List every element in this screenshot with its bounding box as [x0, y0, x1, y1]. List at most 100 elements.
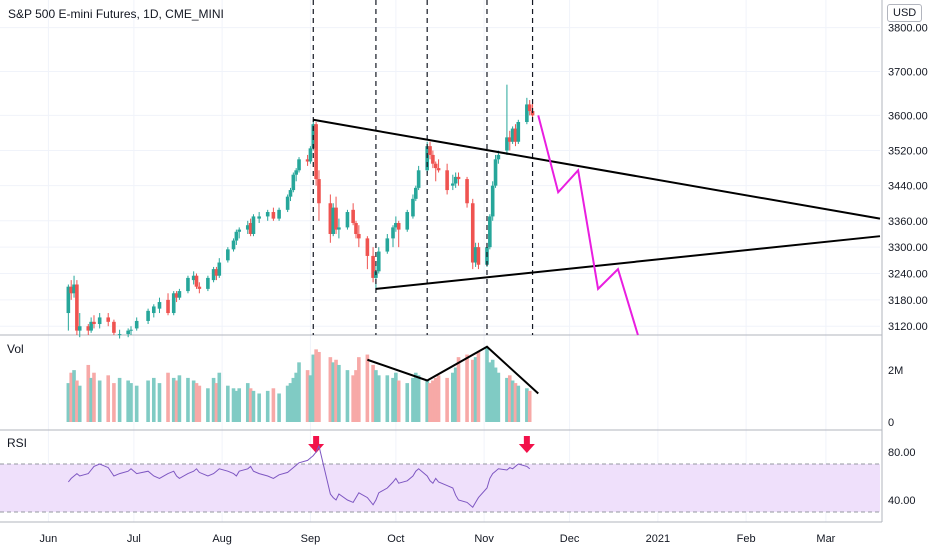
volume-bar — [271, 388, 276, 422]
volume-bar — [328, 357, 333, 422]
candle-body — [428, 146, 432, 155]
candle-body — [237, 229, 242, 232]
volume-bar — [245, 383, 250, 422]
time-tick-label: Sep — [301, 533, 321, 545]
volume-bar — [69, 372, 73, 422]
volume-bar — [394, 372, 398, 422]
volume-bar — [151, 377, 156, 422]
candle-body — [456, 176, 461, 180]
candle-body — [416, 170, 421, 188]
volume-bar — [371, 364, 375, 422]
volume-bar — [436, 375, 441, 422]
candle-body — [337, 227, 341, 230]
volume-bar — [433, 377, 438, 422]
time-tick-label: Aug — [212, 533, 232, 545]
candle-body — [288, 190, 293, 197]
volume-bar — [277, 393, 281, 422]
candle-body — [507, 137, 512, 142]
volume-bar — [237, 388, 242, 422]
price-tick-label: 3120.00 — [888, 321, 928, 333]
volume-bar — [174, 380, 179, 422]
candle-body — [351, 209, 355, 224]
volume-bar — [214, 383, 219, 422]
candle-body — [405, 212, 410, 230]
volume-bar — [374, 370, 378, 422]
currency-badge[interactable]: USD — [887, 4, 923, 22]
volume-tick-label: 2M — [888, 365, 903, 377]
candle-body — [97, 317, 102, 325]
price-tick-label: 3300.00 — [888, 242, 928, 254]
volume-bar — [66, 383, 71, 422]
volume-bar — [337, 364, 341, 422]
price-tick-label: 3240.00 — [888, 269, 928, 281]
volume-bar — [291, 377, 296, 422]
volume-bar — [294, 372, 298, 422]
candle-body — [297, 159, 301, 171]
candle-body — [334, 207, 338, 230]
candle-body — [146, 310, 150, 321]
volume-bar — [197, 385, 202, 422]
candle-body — [294, 170, 298, 175]
time-tick-label: Nov — [474, 533, 494, 545]
time-axis[interactable]: Jun Jul Aug Sep Oct Nov Dec 2021 Feb Mar — [40, 533, 836, 545]
volume-bar — [473, 357, 478, 422]
candle-body — [291, 174, 296, 191]
volume-bar — [106, 375, 111, 422]
candle-body — [157, 302, 162, 309]
candle-body — [245, 225, 250, 230]
candle-body — [345, 212, 350, 228]
volume-bar — [354, 370, 358, 422]
candle-body — [488, 216, 492, 248]
rsi-tick-label: 40.00 — [888, 495, 916, 507]
price-tick-label: 3360.00 — [888, 216, 928, 228]
candle-body — [451, 183, 455, 186]
volume-bar — [357, 357, 361, 422]
volume-bar — [391, 377, 395, 422]
volume-bar — [505, 377, 509, 422]
volume-bar — [451, 372, 455, 422]
volume-bar — [308, 375, 313, 422]
price-axis[interactable]: 3800.00 3700.00 3600.00 3520.00 3440.00 3360.… — [888, 23, 928, 507]
volume-bar — [334, 359, 338, 422]
candle-body — [211, 269, 216, 281]
rsi-line-group — [67, 444, 531, 508]
triangle-upper-line — [313, 118, 881, 220]
candle-body — [214, 269, 219, 276]
volume-bar — [257, 393, 261, 422]
projection-path — [537, 115, 639, 336]
time-tick-label: Jun — [40, 533, 58, 545]
price-tick-label: 3800.00 — [888, 23, 928, 35]
volume-bar — [385, 375, 390, 422]
volume-bar — [476, 351, 481, 422]
volume-bar — [428, 383, 432, 422]
volume-bar — [146, 380, 150, 422]
volume-bar — [157, 383, 162, 422]
candle-body — [445, 170, 449, 191]
candle-body — [69, 286, 73, 294]
volume-bar — [191, 380, 196, 422]
volume-bar — [285, 385, 290, 422]
volume-bar — [231, 388, 236, 422]
volume-bar — [112, 383, 116, 422]
volume-bar — [465, 354, 469, 422]
candle-body — [166, 299, 170, 314]
volume-bar — [226, 385, 230, 422]
candle-body — [453, 176, 458, 184]
candle-body — [226, 249, 230, 261]
candle-body — [513, 128, 518, 142]
volume-bar — [166, 372, 170, 422]
volume-bar — [496, 372, 501, 422]
volume-bar — [194, 383, 199, 422]
volume-bar — [77, 385, 82, 422]
volume-bar — [177, 375, 182, 422]
candle-body — [436, 168, 441, 171]
candle-body — [66, 286, 71, 314]
candle-body — [433, 163, 438, 169]
candle-body — [530, 111, 535, 116]
volume-bar — [470, 359, 475, 422]
candle-body — [493, 159, 498, 186]
volume-bar — [129, 383, 133, 422]
candle-body — [365, 238, 370, 256]
volume-bar — [117, 377, 122, 422]
